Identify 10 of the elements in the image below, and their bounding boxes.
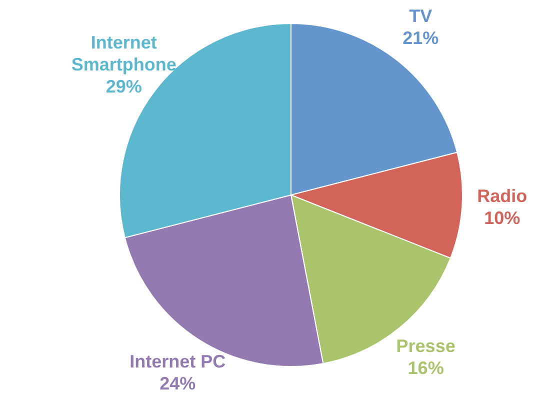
slice-label: Internet PC xyxy=(130,352,226,372)
data-label: 21% xyxy=(402,28,439,48)
slice-label: TV xyxy=(409,6,432,26)
data-label: 29% xyxy=(106,76,142,96)
slice-label: Radio xyxy=(477,186,528,206)
slice-label: Presse xyxy=(396,336,456,356)
data-label: 24% xyxy=(160,374,196,394)
slice-label: Internet Smartphone xyxy=(71,32,176,74)
data-label: 10% xyxy=(484,208,520,228)
data-label: 16% xyxy=(408,358,444,378)
